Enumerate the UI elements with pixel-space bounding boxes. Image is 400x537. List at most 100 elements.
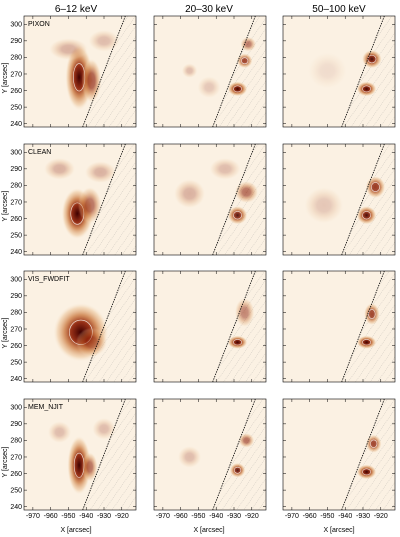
source-blob xyxy=(81,452,98,482)
off-limb-region xyxy=(82,399,136,510)
x-tick-label: -920 xyxy=(374,513,388,520)
panel-frame xyxy=(282,270,396,383)
x-tick-label: -960 xyxy=(303,513,317,520)
x-tick-label: -940 xyxy=(338,513,352,520)
y-tick-label: 250 xyxy=(10,232,22,239)
panel-frame xyxy=(23,15,137,128)
method-label: CLEAN xyxy=(28,149,51,156)
y-tick-label: 280 xyxy=(10,55,22,62)
source-blob xyxy=(209,157,241,180)
source-blob xyxy=(181,63,198,78)
y-tick-label: 260 xyxy=(10,88,22,95)
y-tick-label: 240 xyxy=(10,121,22,128)
panel-frame xyxy=(153,143,267,256)
x-tick-label: -920 xyxy=(115,513,129,520)
panel-frame xyxy=(23,398,137,511)
source-blob xyxy=(304,187,344,224)
source-blob xyxy=(78,187,102,224)
x-axis-label-col-2: X [arcsec] xyxy=(193,527,224,534)
y-tick-label: 270 xyxy=(10,71,22,78)
y-tick-label: 240 xyxy=(10,504,22,511)
source-blob xyxy=(356,206,377,225)
source-contour xyxy=(362,339,371,346)
y-tick-label: 290 xyxy=(10,421,22,428)
off-limb-region xyxy=(341,144,395,255)
panel-r3-c2 xyxy=(153,270,267,383)
panel-r4-c1: 240 250 260 270 280 290 300 MEM_NJIT -970 -960 -95… xyxy=(10,398,137,520)
panel-r3-c1: 240 250 260 270 280 290 300 VIS_FWDFIT xyxy=(10,270,137,383)
source-blob xyxy=(365,434,382,453)
y-tick-label: 290 xyxy=(10,38,22,45)
x-tick-label: -970 xyxy=(156,513,170,520)
panel-image xyxy=(24,16,136,127)
source-blob xyxy=(236,53,253,69)
x-tick-label: -950 xyxy=(320,513,334,520)
panel-grid: 240 250 260 270 280 290 300 PIXON 240 250 260 270 28… xyxy=(10,15,396,520)
y-tick-label: 290 xyxy=(10,293,22,300)
y-tick-label: 280 xyxy=(10,438,22,445)
source-blob xyxy=(356,464,377,480)
source-contour xyxy=(241,57,249,65)
panel-image xyxy=(154,144,266,255)
y-tick-label: 270 xyxy=(10,454,22,461)
source-blob xyxy=(227,81,248,97)
x-tick-label: -960 xyxy=(44,513,58,520)
source-blob xyxy=(84,161,117,184)
x-tick-label: -940 xyxy=(79,513,93,520)
y-tick-label: 240 xyxy=(10,249,22,256)
y-tick-label: 250 xyxy=(10,487,22,494)
x-tick-label: -930 xyxy=(227,513,241,520)
source-blob xyxy=(81,58,102,103)
source-contour xyxy=(233,466,242,474)
y-tick-label: 280 xyxy=(10,310,22,317)
panel-image xyxy=(283,16,395,127)
off-limb-region xyxy=(341,271,395,382)
source-contour xyxy=(362,211,371,220)
off-limb-region xyxy=(212,399,266,510)
method-label: MEM_NJIT xyxy=(28,404,64,411)
source-blob xyxy=(234,181,259,203)
source-blob xyxy=(307,52,348,89)
x-tick-label: -970 xyxy=(285,513,299,520)
y-tick-label: 270 xyxy=(10,199,22,206)
source-blob xyxy=(234,297,255,327)
off-limb-region xyxy=(341,16,395,127)
y-axis-label-row-2: Y [arcsec] xyxy=(2,190,9,221)
source-contour xyxy=(233,85,242,93)
source-blob xyxy=(356,81,377,97)
column-header-2: 20–30 keV xyxy=(185,4,233,15)
panel-frame xyxy=(282,398,396,511)
panel-image xyxy=(154,271,266,382)
y-tick-label: 300 xyxy=(10,405,22,412)
source-blob xyxy=(173,179,206,209)
x-axis-label-col-3: X [arcsec] xyxy=(323,527,354,534)
source-contour xyxy=(371,182,380,192)
method-label: PIXON xyxy=(28,21,50,28)
panel-r1-c2 xyxy=(153,15,267,128)
x-tick-label: -930 xyxy=(356,513,370,520)
source-blob xyxy=(364,303,380,326)
x-axis-label-col-1: X [arcsec] xyxy=(60,527,91,534)
panel-r2-c2 xyxy=(153,143,267,256)
source-blob xyxy=(67,436,91,495)
y-tick-label: 260 xyxy=(10,216,22,223)
source-blob xyxy=(227,206,248,225)
source-blob xyxy=(75,327,108,357)
y-tick-label: 280 xyxy=(10,183,22,190)
y-axis-label-row-1: Y [arcsec] xyxy=(2,62,9,93)
source-blob xyxy=(240,36,257,52)
source-blob xyxy=(48,38,88,61)
panel-image xyxy=(283,399,395,510)
panel-r2-c3 xyxy=(282,143,396,256)
source-contour xyxy=(370,439,378,448)
source-blob xyxy=(365,176,386,199)
source-contour xyxy=(233,211,242,220)
column-header-3: 50–100 keV xyxy=(312,4,366,15)
y-tick-label: 260 xyxy=(10,343,22,350)
y-tick-label: 250 xyxy=(10,104,22,111)
panel-image xyxy=(154,399,266,510)
off-limb-region xyxy=(341,399,395,510)
source-blob xyxy=(238,433,255,448)
x-tick-label: -960 xyxy=(174,513,188,520)
